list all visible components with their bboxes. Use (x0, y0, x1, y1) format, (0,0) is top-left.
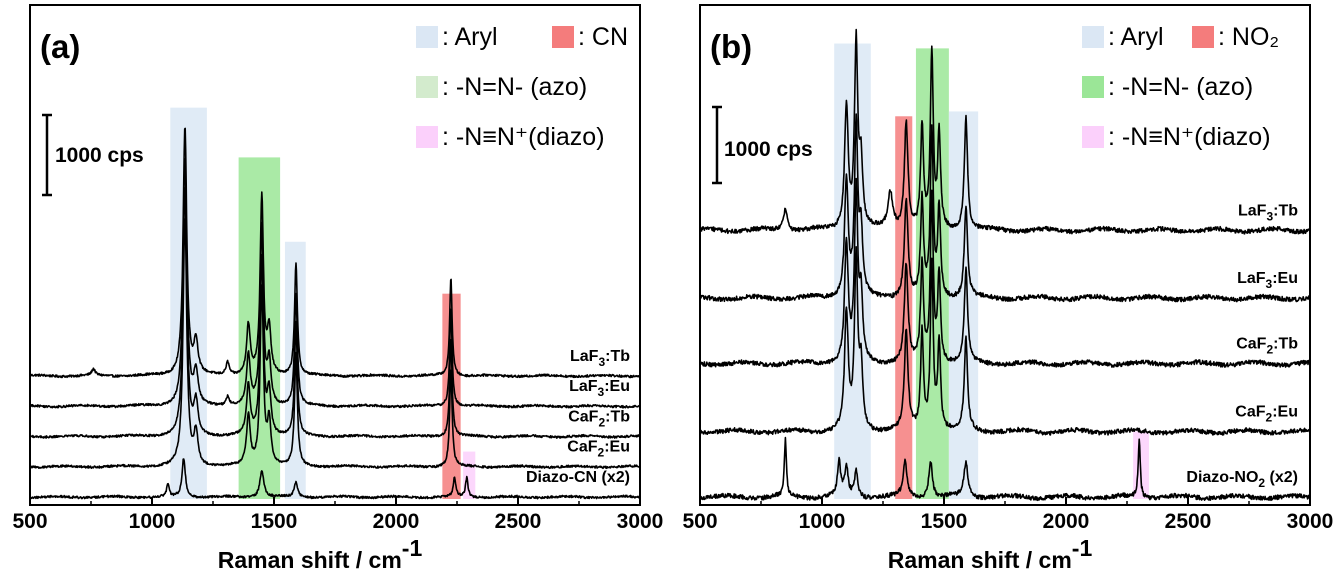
x-tick-label: 1500 (251, 510, 298, 533)
series-label-end: :Eu (1272, 270, 1298, 287)
legend-label: : CN (578, 23, 628, 51)
highlight-band (463, 451, 476, 499)
legend-label: : -N=N- (azo) (1108, 73, 1253, 101)
series-label: CaF2:Eu (1235, 404, 1298, 425)
series-label: LaF3:Tb (570, 348, 630, 369)
series-label-main: CaF (1236, 336, 1266, 353)
series-label-end: :Eu (604, 439, 630, 456)
series-label-sub: 2 (598, 446, 605, 460)
series-label: Diazo-CN (x2) (526, 469, 630, 486)
series-label-main: LaF (569, 378, 598, 395)
series-label-sub: 3 (1266, 209, 1273, 223)
series-label: LaF3:Eu (569, 378, 630, 399)
legend-swatch (1082, 76, 1104, 98)
series-line (699, 113, 1311, 303)
series-label-sub: 2 (598, 415, 605, 429)
series-label: Diazo-NO2 (x2) (1186, 469, 1298, 490)
legend-swatch (416, 26, 438, 48)
panel-label: (a) (40, 28, 80, 65)
legend-label: : Aryl (1108, 23, 1164, 51)
x-tick-label: 1000 (129, 510, 176, 533)
legend-swatch (416, 126, 438, 148)
series-label-main: Diazo-CN (x2) (526, 469, 630, 486)
series-label-main: CaF (568, 408, 598, 425)
panel-label: (b) (710, 28, 752, 65)
legend-label: : Aryl (442, 23, 498, 51)
x-axis-label-text: Raman shift / cm (218, 547, 402, 573)
series-line (699, 436, 1311, 502)
series-line (699, 246, 1311, 436)
series-label-sub: 3 (1266, 277, 1273, 291)
x-tick-label: 3000 (1287, 510, 1334, 533)
series-label-sub: 2 (1258, 476, 1265, 490)
series-label-main: Diazo-NO (1186, 469, 1258, 486)
scale-bar-label: 1000 cps (55, 144, 144, 167)
series-label-main: CaF (567, 439, 597, 456)
series-label-sub: 2 (1266, 343, 1273, 357)
series-label-end: :Tb (605, 348, 630, 365)
x-tick-label: 1000 (799, 510, 846, 533)
scale-bar-label: 1000 cps (724, 138, 813, 161)
series-line (699, 28, 1311, 235)
x-tick-label: 2000 (373, 510, 420, 533)
legend-label: : -N≡N⁺(diazo) (1108, 123, 1271, 151)
series-label-sub: 2 (1266, 411, 1273, 425)
series-label: CaF2:Tb (568, 408, 630, 429)
x-tick-label: 500 (12, 510, 47, 533)
series-label: LaF3:Eu (1237, 270, 1298, 291)
series-label: LaF3:Tb (1238, 202, 1298, 223)
series-label-end: :Tb (1273, 336, 1298, 353)
series-label-end: (x2) (1265, 469, 1298, 486)
series-label-end: :Eu (604, 378, 630, 395)
series-label-main: LaF (1238, 202, 1267, 219)
series-label-end: :Eu (1272, 404, 1298, 421)
legend-label: : NO₂ (1218, 23, 1279, 51)
x-tick-label: 3000 (617, 510, 664, 533)
series-line (29, 218, 641, 470)
legend-swatch (1082, 26, 1104, 48)
series-line (29, 127, 641, 379)
x-tick-label: 2000 (1043, 510, 1090, 533)
series-label-end: :Tb (1273, 202, 1298, 219)
series-label-sub: 3 (598, 385, 605, 399)
x-axis-label-text: Raman shift / cm (888, 547, 1072, 573)
x-tick-label: 1500 (921, 510, 968, 533)
x-axis-label: Raman shift / cm-1 (888, 535, 1093, 573)
x-axis-label-sup: -1 (402, 535, 423, 561)
legend-swatch (1192, 26, 1214, 48)
x-axis-label: Raman shift / cm-1 (218, 535, 423, 573)
series-label: CaF2:Tb (1236, 336, 1298, 357)
series-label-main: CaF (1235, 404, 1265, 421)
x-tick-label: 2500 (1165, 510, 1212, 533)
series-line (29, 187, 641, 439)
x-tick-label: 500 (682, 510, 717, 533)
legend-label: : -N=N- (azo) (442, 73, 587, 101)
series-line (699, 177, 1311, 368)
series-label-sub: 3 (598, 355, 605, 369)
series-line (29, 458, 641, 500)
series-label-main: LaF (1237, 270, 1266, 287)
x-axis-label-sup: -1 (1072, 535, 1093, 561)
series-label-main: LaF (570, 348, 599, 365)
legend-swatch (552, 26, 574, 48)
legend-swatch (1082, 126, 1104, 148)
series-label-end: :Tb (605, 408, 630, 425)
series-line (29, 157, 641, 409)
series-label: CaF2:Eu (567, 439, 630, 460)
legend-swatch (416, 76, 438, 98)
x-tick-label: 2500 (495, 510, 542, 533)
legend-label: : -N≡N⁺(diazo) (442, 123, 605, 151)
